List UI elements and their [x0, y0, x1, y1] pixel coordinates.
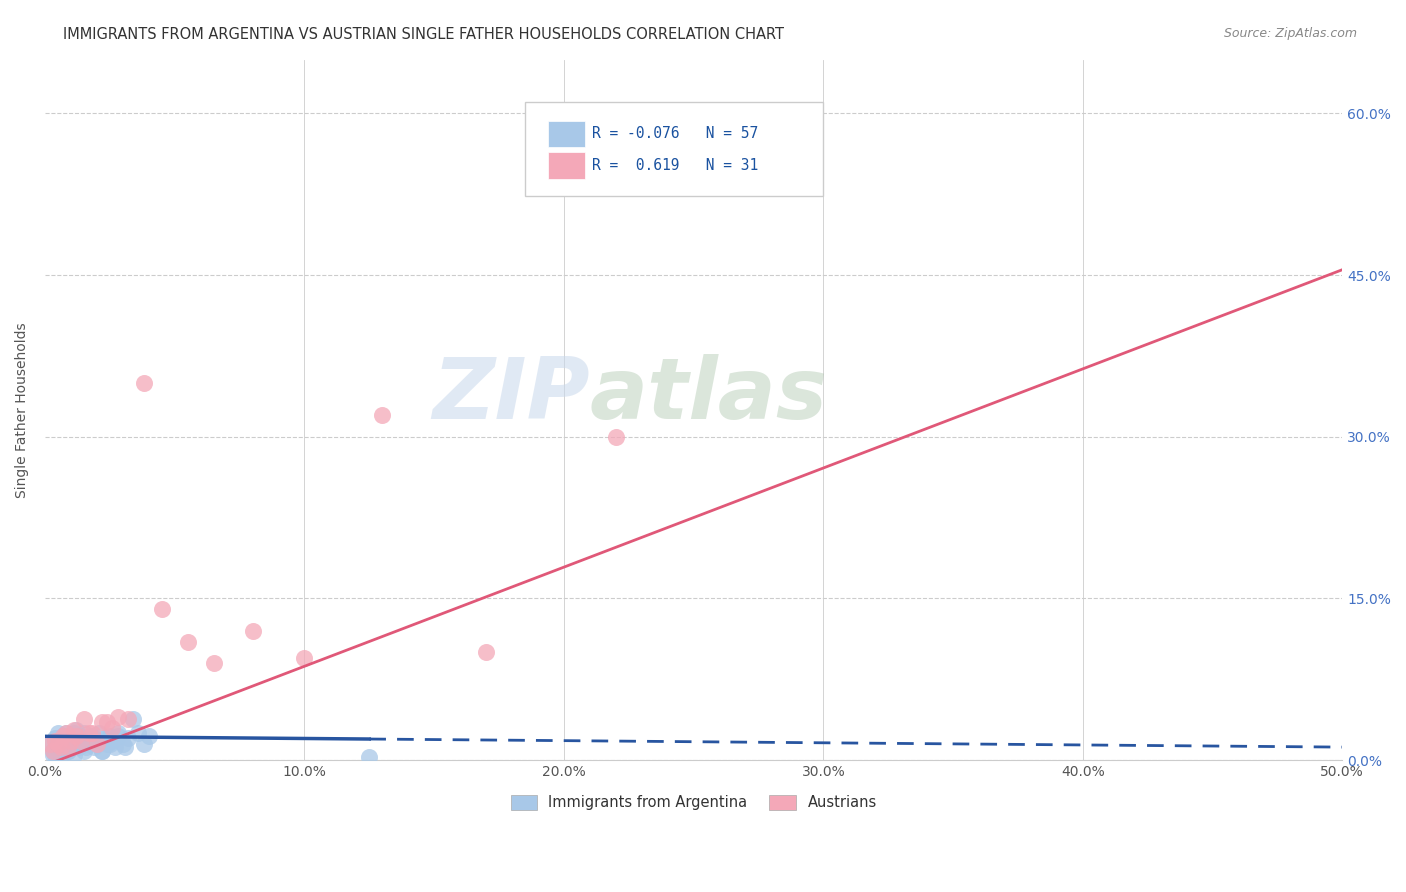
Point	[67, 740, 90, 755]
Point	[371, 408, 394, 422]
Text: R =  0.619   N = 31: R = 0.619 N = 31	[592, 158, 759, 173]
Point	[65, 729, 87, 743]
Point	[127, 726, 149, 740]
Point	[73, 726, 96, 740]
Point	[242, 624, 264, 638]
Point	[91, 744, 114, 758]
Point	[80, 729, 103, 743]
Point	[89, 726, 111, 740]
Point	[122, 712, 145, 726]
Point	[52, 729, 75, 743]
Point	[49, 740, 72, 755]
Point	[46, 726, 69, 740]
Point	[104, 740, 127, 755]
Point	[42, 747, 65, 762]
Point	[58, 733, 80, 747]
Point	[46, 740, 69, 755]
Point	[52, 733, 75, 747]
Point	[55, 726, 77, 740]
Point	[70, 737, 93, 751]
Point	[42, 744, 65, 758]
Point	[76, 740, 98, 755]
Point	[83, 740, 105, 755]
Point	[62, 747, 84, 762]
Point	[59, 740, 82, 755]
Point	[107, 726, 129, 740]
Point	[132, 737, 155, 751]
Point	[93, 731, 115, 746]
Point	[65, 733, 87, 747]
Text: atlas: atlas	[591, 354, 828, 437]
Point	[55, 737, 77, 751]
Point	[107, 710, 129, 724]
Point	[39, 737, 62, 751]
Point	[86, 733, 108, 747]
Point	[44, 733, 66, 747]
Point	[132, 376, 155, 390]
Point	[359, 749, 381, 764]
Point	[117, 712, 139, 726]
Text: ZIP: ZIP	[432, 354, 591, 437]
Point	[76, 733, 98, 747]
Point	[176, 634, 198, 648]
Point	[62, 726, 84, 740]
Point	[46, 742, 69, 756]
Point	[114, 740, 136, 755]
Point	[101, 733, 124, 747]
Point	[77, 726, 100, 740]
Point	[294, 650, 316, 665]
Point	[77, 737, 100, 751]
Point	[96, 715, 118, 730]
Point	[59, 731, 82, 746]
Point	[62, 723, 84, 737]
Point	[52, 729, 75, 743]
Point	[46, 737, 69, 751]
Point	[111, 737, 134, 751]
Text: R = -0.076   N = 57: R = -0.076 N = 57	[592, 127, 759, 141]
Point	[62, 737, 84, 751]
Point	[96, 737, 118, 751]
Point	[117, 731, 139, 746]
Point	[52, 740, 75, 755]
Text: IMMIGRANTS FROM ARGENTINA VS AUSTRIAN SINGLE FATHER HOUSEHOLDS CORRELATION CHART: IMMIGRANTS FROM ARGENTINA VS AUSTRIAN SI…	[63, 27, 785, 42]
Point	[58, 740, 80, 755]
Point	[49, 733, 72, 747]
Point	[80, 726, 103, 740]
Point	[138, 729, 160, 743]
Point	[59, 733, 82, 747]
Point	[67, 729, 90, 743]
Point	[73, 712, 96, 726]
Point	[44, 747, 66, 762]
Point	[44, 731, 66, 746]
Point	[91, 715, 114, 730]
Point	[39, 737, 62, 751]
FancyBboxPatch shape	[524, 102, 824, 196]
Point	[65, 723, 87, 737]
Point	[83, 733, 105, 747]
Point	[605, 430, 627, 444]
Legend: Immigrants from Argentina, Austrians: Immigrants from Argentina, Austrians	[505, 789, 883, 816]
Point	[107, 729, 129, 743]
Point	[73, 744, 96, 758]
Point	[86, 737, 108, 751]
Point	[202, 656, 225, 670]
Point	[42, 744, 65, 758]
Y-axis label: Single Father Households: Single Father Households	[15, 322, 30, 498]
Bar	[548, 152, 585, 178]
Point	[101, 721, 124, 735]
Point	[55, 726, 77, 740]
Point	[58, 744, 80, 758]
Bar	[548, 120, 585, 147]
Point	[98, 737, 121, 751]
Point	[58, 744, 80, 758]
Point	[91, 744, 114, 758]
Point	[70, 733, 93, 747]
Point	[49, 747, 72, 762]
Point	[150, 602, 173, 616]
Point	[475, 645, 498, 659]
Text: Source: ZipAtlas.com: Source: ZipAtlas.com	[1223, 27, 1357, 40]
Point	[98, 729, 121, 743]
Point	[67, 729, 90, 743]
